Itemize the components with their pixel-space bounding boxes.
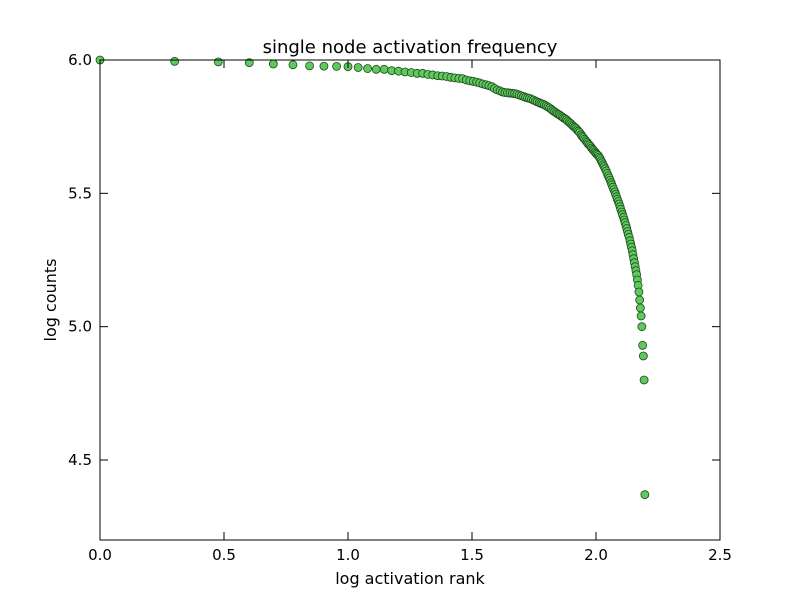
data-point [639,375,649,385]
data-point [305,61,314,71]
data-point [637,322,647,332]
data-point [319,61,329,71]
plot-frame [99,59,721,541]
data-point [636,311,646,321]
x-tick-label: 0.0 [88,546,112,564]
data-point [244,58,254,68]
data-point [332,62,341,71]
x-tick-label: 2.5 [708,546,732,564]
y-tick-label: 6.0 [68,51,92,69]
x-tick-label: 1.5 [460,546,484,564]
data-point [640,490,650,500]
data-point [635,295,645,305]
x-tick-label: 0.5 [212,546,236,564]
data-point [353,63,363,72]
data-point [638,351,648,361]
data-point [268,59,278,69]
chart-title: single node activation frequency [263,37,558,58]
x-axis-label: log activation rank [335,569,485,588]
data-point [371,64,381,74]
data-point [363,64,372,73]
y-axis-ticks: 4.5 5.0 5.5 6.0 [68,51,720,469]
y-tick-label: 5.0 [68,318,92,336]
x-tick-label: 2.0 [584,546,608,564]
data-point [379,64,389,74]
x-tick-label: 1.0 [336,546,360,564]
data-point [634,287,644,297]
data-points [95,55,650,500]
x-axis-ticks: 0.0 0.5 1.0 1.5 2.0 2.5 [88,60,732,564]
data-point [288,60,298,70]
y-tick-label: 5.5 [68,184,92,202]
data-point [638,340,648,350]
data-point [213,57,223,67]
data-point [170,56,180,66]
y-tick-label: 4.5 [68,451,92,469]
y-axis-label: log counts [41,259,60,342]
data-point [635,303,645,313]
